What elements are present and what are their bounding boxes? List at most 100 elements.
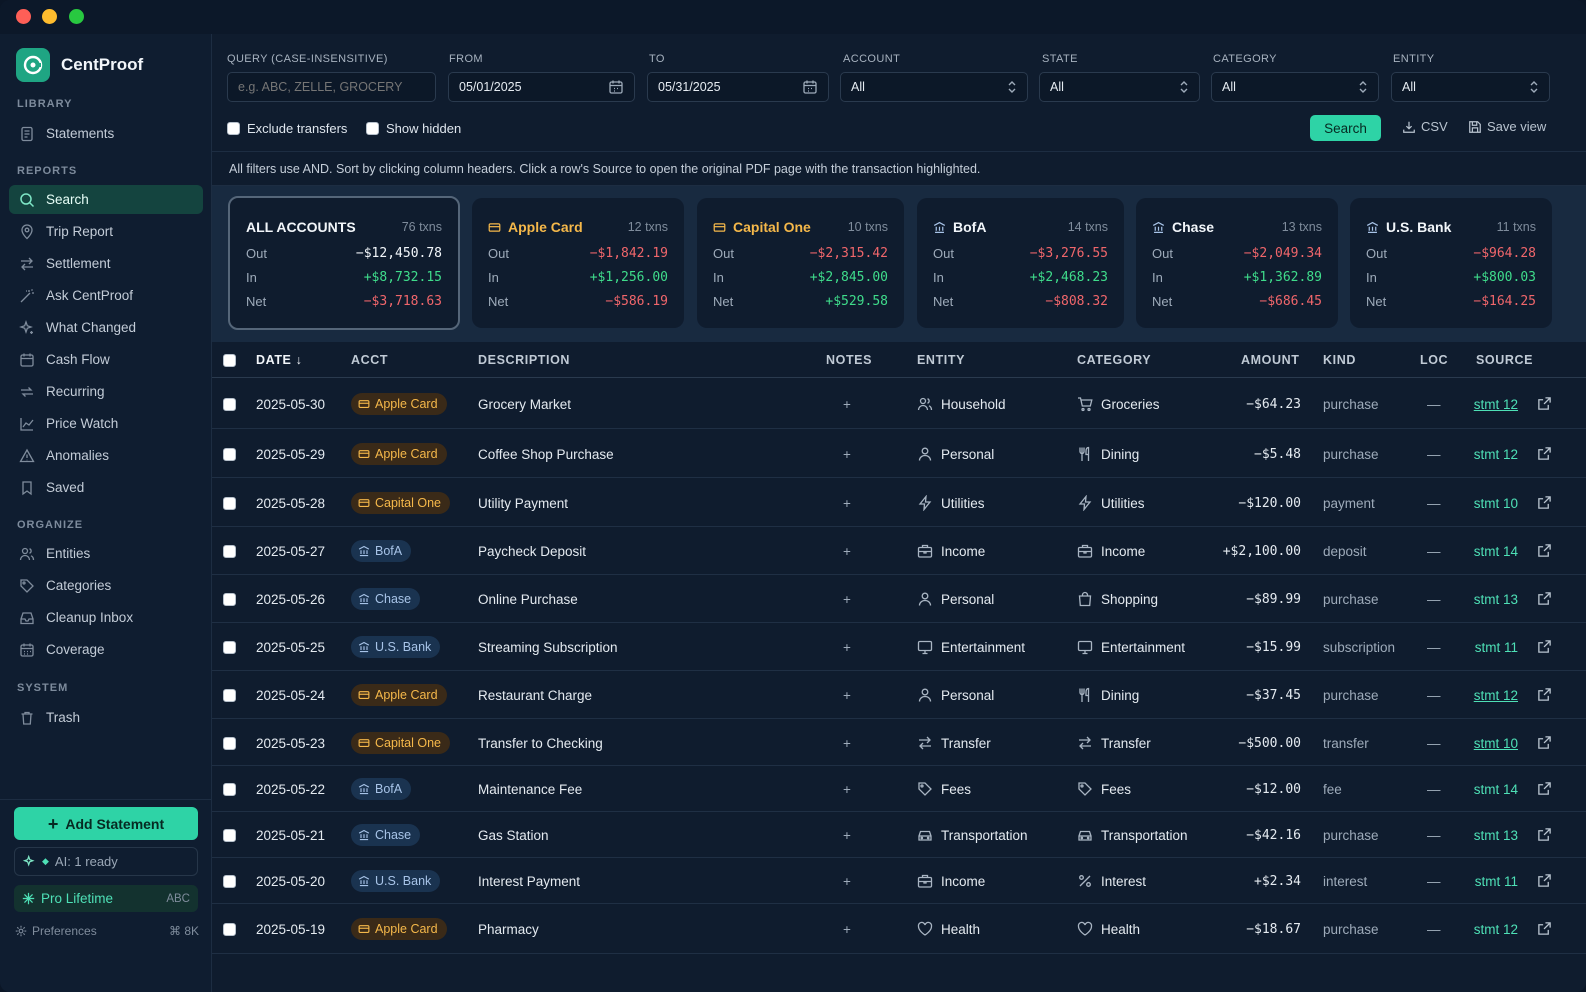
sidebar-item-coverage[interactable]: Coverage — [9, 635, 203, 664]
from-date-input[interactable]: 05/01/2025 — [448, 72, 635, 102]
sidebar-item-settlement[interactable]: Settlement — [9, 249, 203, 278]
column-header-notes[interactable]: NOTES — [826, 353, 873, 367]
sidebar-item-search[interactable]: Search — [9, 185, 203, 214]
row-source-link[interactable]: stmt 13 — [1473, 827, 1518, 843]
row-checkbox[interactable] — [223, 497, 236, 510]
row-category[interactable]: Groceries — [1077, 394, 1160, 414]
external-link-icon[interactable] — [1537, 636, 1552, 656]
row-checkbox[interactable] — [223, 875, 236, 888]
row-entity[interactable]: Income — [917, 541, 985, 561]
external-link-icon[interactable] — [1537, 778, 1552, 798]
state-select[interactable]: All — [1039, 72, 1200, 102]
add-note-button[interactable]: + — [843, 921, 851, 937]
row-checkbox[interactable] — [223, 923, 236, 936]
row-entity[interactable]: Entertainment — [917, 637, 1025, 657]
row-source-link[interactable]: stmt 11 — [1474, 639, 1518, 655]
table-row[interactable]: 2025-05-26 Chase Online Purchase + Personal S… — [212, 575, 1586, 623]
save-view-button[interactable]: Save view — [1468, 119, 1546, 134]
table-row[interactable]: 2025-05-20 U.S. Bank Interest Payment + Inco… — [212, 858, 1586, 904]
account-card[interactable]: U.S. Bank 11 txns Out −$964.28 In +$800.03 Net… — [1350, 198, 1552, 328]
row-category[interactable]: Dining — [1077, 685, 1139, 705]
row-category[interactable]: Interest — [1077, 871, 1146, 891]
add-note-button[interactable]: + — [843, 396, 851, 412]
column-header-date[interactable]: DATE ↓ — [256, 353, 303, 367]
add-note-button[interactable]: + — [843, 687, 851, 703]
calendar-icon[interactable] — [608, 79, 624, 95]
column-header-description[interactable]: DESCRIPTION — [478, 353, 571, 367]
external-link-icon[interactable] — [1537, 588, 1552, 608]
row-source-link[interactable]: stmt 14 — [1473, 781, 1518, 797]
sidebar-item-price-watch[interactable]: Price Watch — [9, 409, 203, 438]
row-entity[interactable]: Personal — [917, 589, 994, 609]
add-note-button[interactable]: + — [843, 639, 851, 655]
sidebar-item-ask-centproof[interactable]: Ask CentProof — [9, 281, 203, 310]
to-date-input[interactable]: 05/31/2025 — [647, 72, 829, 102]
external-link-icon[interactable] — [1537, 684, 1552, 704]
close-window-button[interactable] — [16, 9, 31, 24]
query-input[interactable] — [227, 72, 436, 102]
external-link-icon[interactable] — [1537, 870, 1552, 890]
account-badge[interactable]: Apple Card — [351, 918, 447, 940]
external-link-icon[interactable] — [1537, 824, 1552, 844]
account-badge[interactable]: Apple Card — [351, 393, 447, 415]
sidebar-item-cash-flow[interactable]: Cash Flow — [9, 345, 203, 374]
checkbox[interactable] — [366, 122, 379, 135]
sidebar-item-saved[interactable]: Saved — [9, 473, 203, 502]
account-select[interactable]: All — [840, 72, 1028, 102]
external-link-icon[interactable] — [1537, 393, 1552, 413]
add-note-button[interactable]: + — [843, 543, 851, 559]
row-checkbox[interactable] — [223, 398, 236, 411]
column-header-amount[interactable]: AMOUNT — [1241, 353, 1300, 367]
checkbox[interactable] — [227, 122, 240, 135]
account-card[interactable]: Apple Card 12 txns Out −$1,842.19 In +$1,256.… — [472, 198, 684, 328]
account-badge[interactable]: Apple Card — [351, 684, 447, 706]
show-hidden-checkbox[interactable]: Show hidden — [366, 121, 461, 136]
sidebar-item-anomalies[interactable]: Anomalies — [9, 441, 203, 470]
row-category[interactable]: Health — [1077, 919, 1140, 939]
row-entity[interactable]: Fees — [917, 779, 971, 799]
table-row[interactable]: 2025-05-24 Apple Card Restaurant Charge + Pe… — [212, 671, 1586, 719]
row-category[interactable]: Income — [1077, 541, 1145, 561]
row-category[interactable]: Dining — [1077, 444, 1139, 464]
row-category[interactable]: Transportation — [1077, 825, 1188, 845]
row-entity[interactable]: Income — [917, 871, 985, 891]
external-link-icon[interactable] — [1537, 492, 1552, 512]
sidebar-item-trip-report[interactable]: Trip Report — [9, 217, 203, 246]
category-select[interactable]: All — [1211, 72, 1379, 102]
search-button[interactable]: Search — [1310, 115, 1381, 141]
row-entity[interactable]: Transportation — [917, 825, 1028, 845]
table-row[interactable]: 2025-05-28 Capital One Utility Payment + Uti… — [212, 478, 1586, 527]
sidebar-item-cleanup-inbox[interactable]: Cleanup Inbox — [9, 603, 203, 632]
column-header-category[interactable]: CATEGORY — [1077, 353, 1152, 367]
add-note-button[interactable]: + — [843, 591, 851, 607]
row-source-link[interactable]: stmt 12 — [1473, 396, 1518, 412]
table-row[interactable]: 2025-05-29 Apple Card Coffee Shop Purchase… — [212, 429, 1586, 478]
row-entity[interactable]: Household — [917, 394, 1006, 414]
row-checkbox[interactable] — [223, 829, 236, 842]
row-source-link[interactable]: stmt 10 — [1473, 495, 1518, 511]
account-badge[interactable]: U.S. Bank — [351, 870, 441, 892]
sidebar-item-categories[interactable]: Categories — [9, 571, 203, 600]
row-checkbox[interactable] — [223, 737, 236, 750]
external-link-icon[interactable] — [1537, 443, 1552, 463]
sidebar-item-statements[interactable]: Statements — [9, 119, 203, 148]
row-checkbox[interactable] — [223, 689, 236, 702]
add-note-button[interactable]: + — [843, 735, 851, 751]
external-link-icon[interactable] — [1537, 918, 1552, 938]
row-source-link[interactable]: stmt 12 — [1473, 921, 1518, 937]
account-badge[interactable]: BofA — [351, 540, 412, 562]
row-checkbox[interactable] — [223, 641, 236, 654]
csv-export-button[interactable]: CSV — [1402, 119, 1448, 134]
add-statement-button[interactable]: + Add Statement — [14, 807, 198, 840]
row-entity[interactable]: Health — [917, 919, 980, 939]
sidebar-item-entities[interactable]: Entities — [9, 539, 203, 568]
row-entity[interactable]: Personal — [917, 444, 994, 464]
table-row[interactable]: 2025-05-23 Capital One Transfer to Checkin… — [212, 719, 1586, 766]
row-source-link[interactable]: stmt 12 — [1473, 446, 1518, 462]
minimize-window-button[interactable] — [42, 9, 57, 24]
account-badge[interactable]: Chase — [351, 588, 421, 610]
column-header-entity[interactable]: ENTITY — [917, 353, 966, 367]
account-card[interactable]: ALL ACCOUNTS 76 txns Out −$12,450.78 In +$8,7… — [228, 196, 460, 330]
row-source-link[interactable]: stmt 11 — [1474, 873, 1518, 889]
account-card[interactable]: BofA 14 txns Out −$3,276.55 In +$2,468.23 Net −… — [917, 198, 1124, 328]
